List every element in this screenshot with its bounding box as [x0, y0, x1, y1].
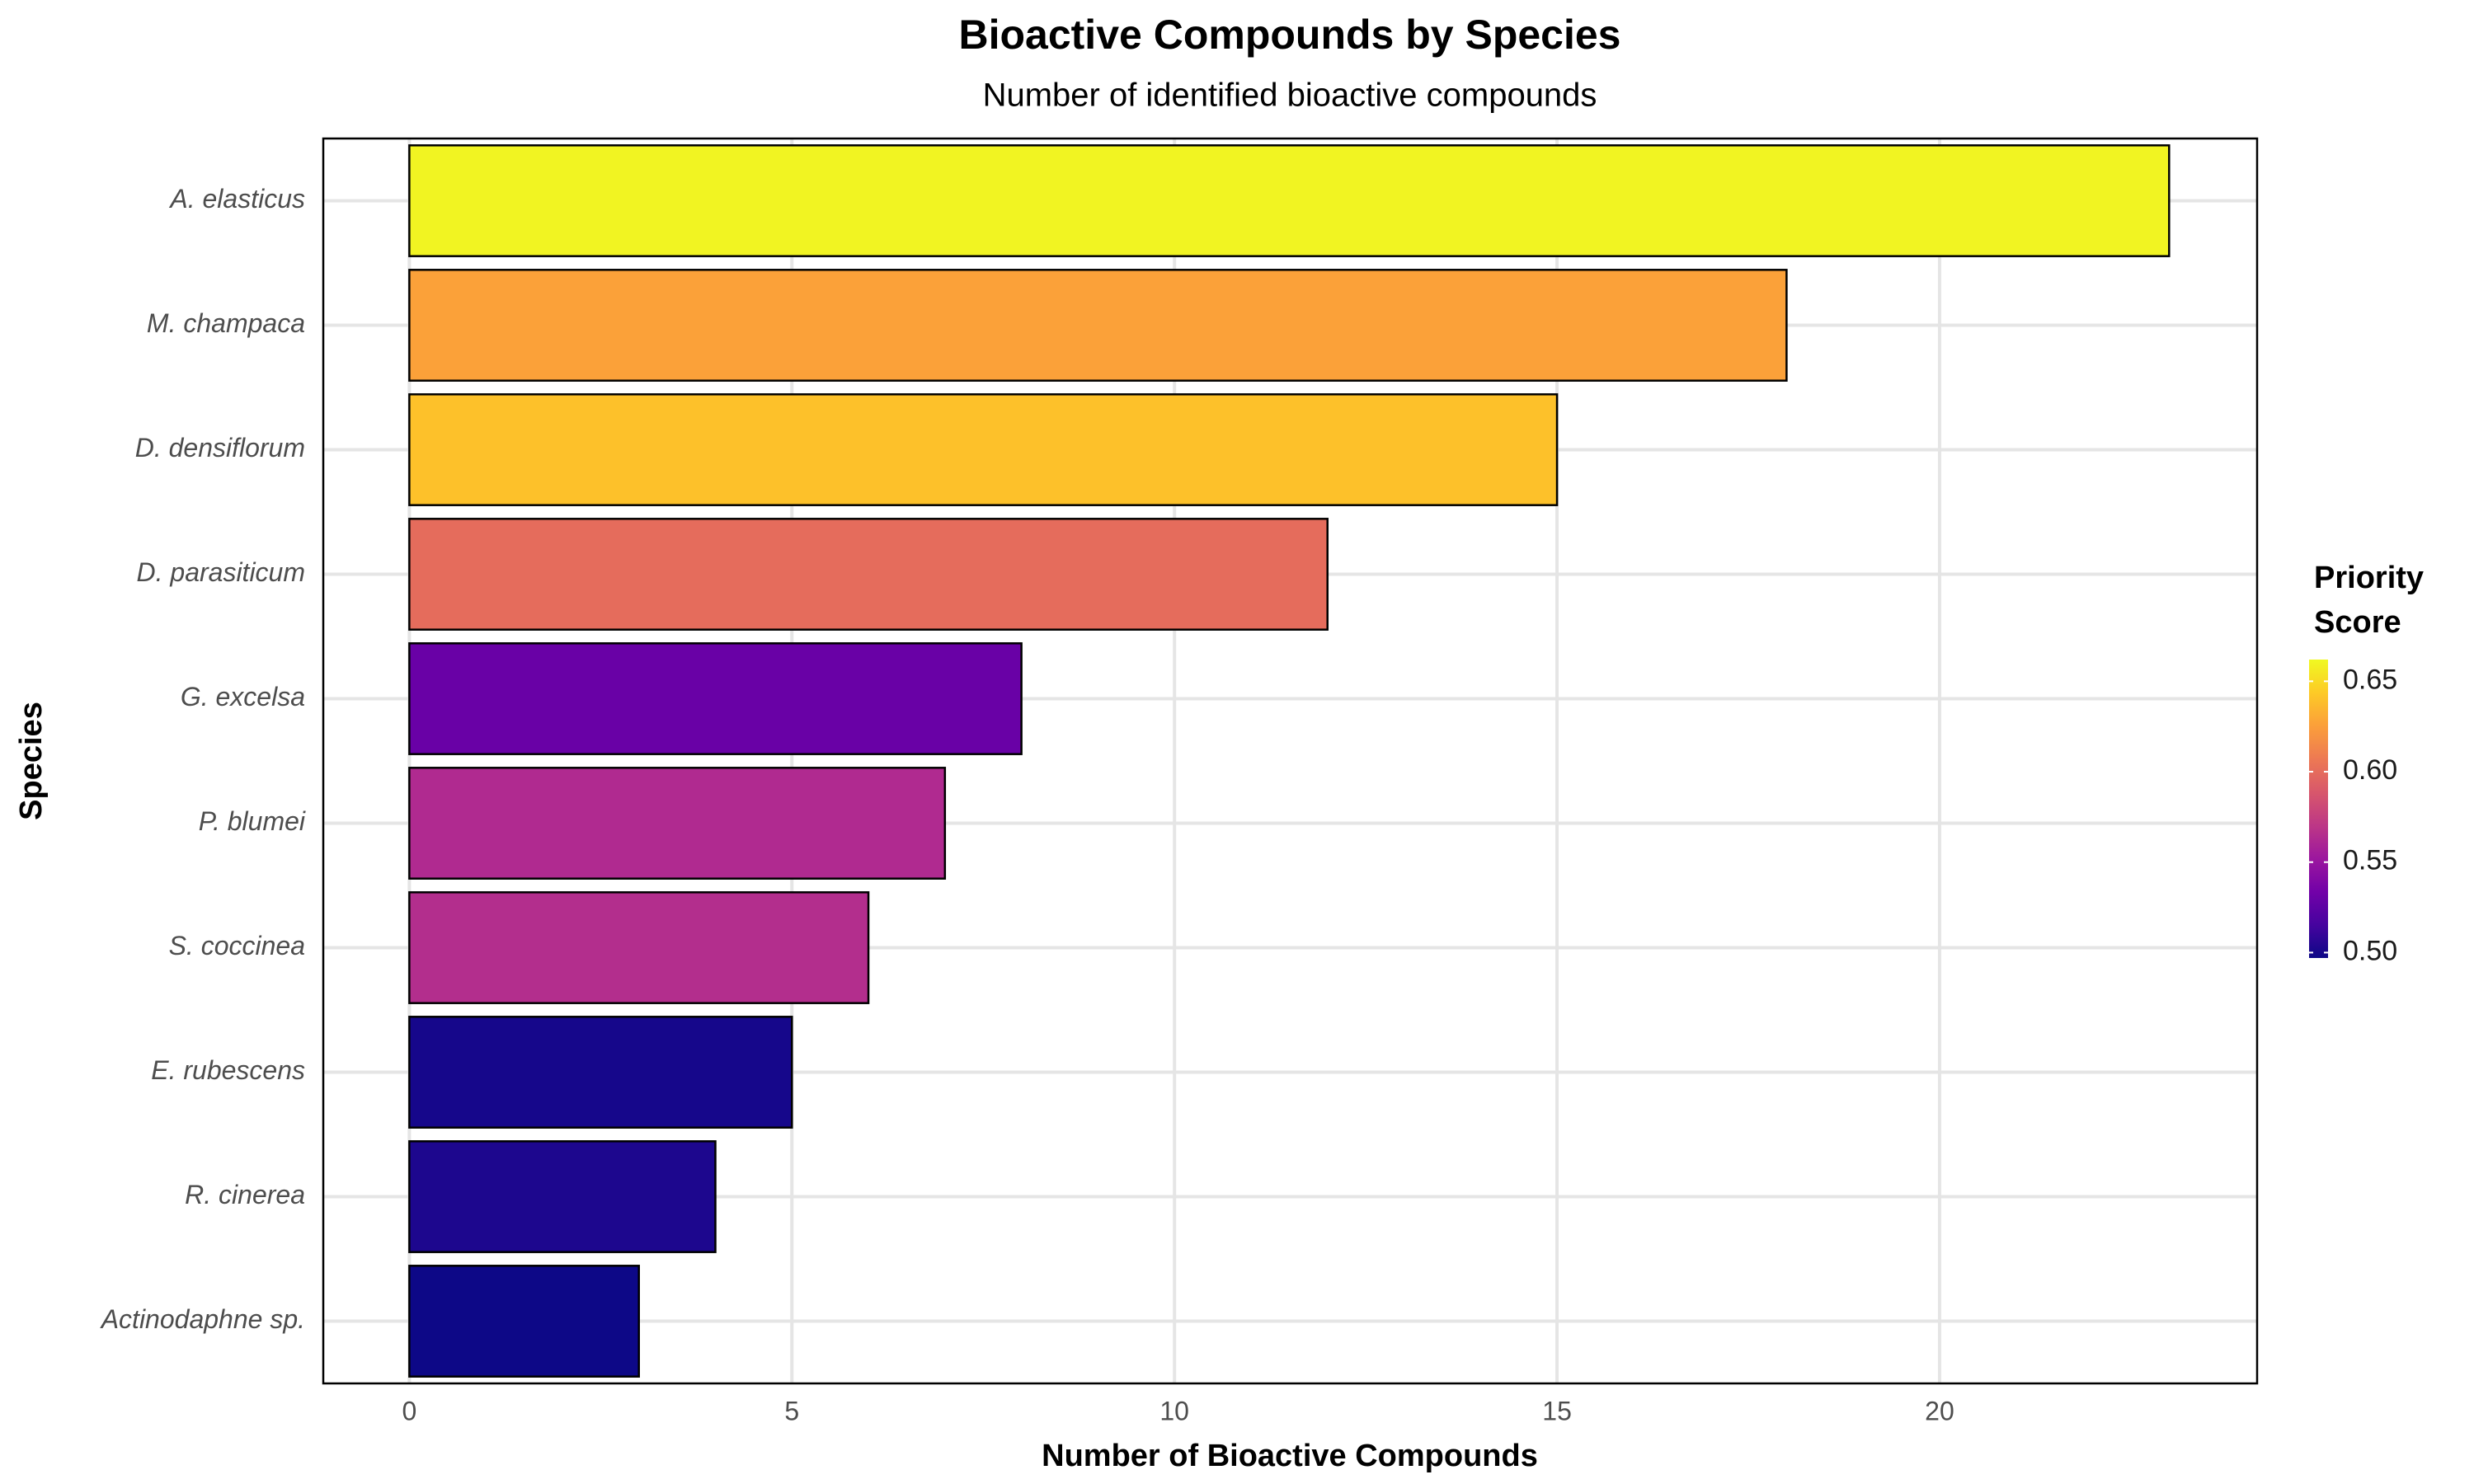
bar	[408, 144, 2171, 257]
legend-tick-label: 0.55	[2343, 845, 2397, 876]
y-tick-label: D. parasiticum	[137, 557, 306, 587]
bar	[408, 393, 1559, 506]
y-axis-title: Species	[14, 702, 49, 820]
legend-title: Score	[2314, 605, 2401, 640]
colorbar	[2309, 660, 2328, 958]
legend-title: Priority	[2314, 561, 2424, 595]
bar	[408, 518, 1329, 631]
chart-subtitle: Number of identified bioactive compounds	[983, 77, 1597, 114]
legend-tick-label: 0.65	[2343, 664, 2397, 695]
y-tick-label: P. blumei	[199, 806, 306, 836]
x-tick-label: 0	[402, 1396, 416, 1425]
legend-tick-label: 0.50	[2343, 935, 2397, 966]
bar	[408, 1016, 793, 1129]
x-tick-label: 5	[784, 1396, 799, 1425]
bar	[408, 269, 1788, 382]
y-tick-label: E. rubescens	[151, 1055, 305, 1085]
bar	[408, 642, 1023, 755]
y-tick-label: M. champaca	[147, 308, 305, 338]
y-tick-label: A. elasticus	[168, 184, 305, 214]
chart-title: Bioactive Compounds by Species	[959, 12, 1621, 58]
bar	[408, 1265, 640, 1378]
x-tick-label: 15	[1542, 1396, 1572, 1425]
legend-tick-label: 0.60	[2343, 754, 2397, 786]
x-tick-label: 20	[1925, 1396, 1954, 1425]
y-tick-label: G. excelsa	[181, 682, 305, 711]
y-tick-label: S. coccinea	[169, 931, 305, 960]
y-tick-label: Actinodaphne sp.	[100, 1304, 305, 1334]
bar	[408, 891, 870, 1004]
bar	[408, 767, 947, 880]
y-tick-label: D. densiflorum	[135, 433, 305, 463]
y-tick-label: R. cinerea	[185, 1180, 305, 1209]
plot-border	[322, 137, 2259, 1385]
x-tick-label: 10	[1159, 1396, 1189, 1425]
bar	[408, 1140, 717, 1253]
x-axis-title: Number of Bioactive Compounds	[1042, 1439, 1538, 1473]
